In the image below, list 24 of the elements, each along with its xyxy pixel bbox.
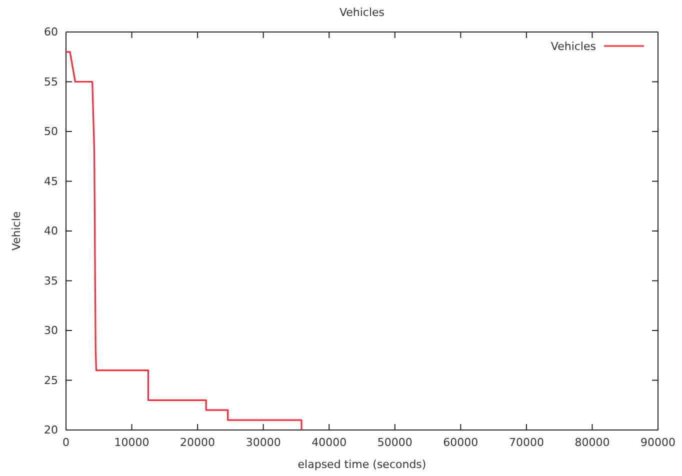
x-tick-label: 20000 — [180, 436, 216, 449]
x-axis-title: elapsed time (seconds) — [298, 458, 426, 471]
x-tick-label: 80000 — [574, 436, 610, 449]
x-tick-label: 30000 — [246, 436, 281, 449]
y-tick-label: 20 — [44, 424, 58, 437]
y-tick-label: 45 — [44, 174, 58, 188]
chart-title: Vehicles — [339, 6, 385, 19]
x-tick-label: 90000 — [640, 436, 676, 449]
y-tick-label: 40 — [44, 224, 58, 238]
y-tick-label: 50 — [44, 125, 58, 138]
y-axis-title: Vehicle — [10, 211, 23, 251]
y-tick-label: 25 — [44, 374, 58, 387]
y-tick-label: 55 — [44, 75, 58, 88]
x-tick-label: 10000 — [114, 436, 150, 449]
legend-label: Vehicles — [550, 40, 596, 53]
y-tick-label: 30 — [44, 324, 58, 338]
y-tick-label: 35 — [44, 274, 58, 288]
y-tick-label: 60 — [44, 26, 58, 39]
x-tick-label: 50000 — [377, 436, 412, 449]
x-tick-label: 0 — [62, 436, 70, 449]
line-series — [65, 51, 302, 431]
x-tick-label: 40000 — [312, 436, 347, 449]
x-tick-label: 60000 — [443, 436, 478, 449]
x-tick-label: 70000 — [508, 436, 544, 449]
